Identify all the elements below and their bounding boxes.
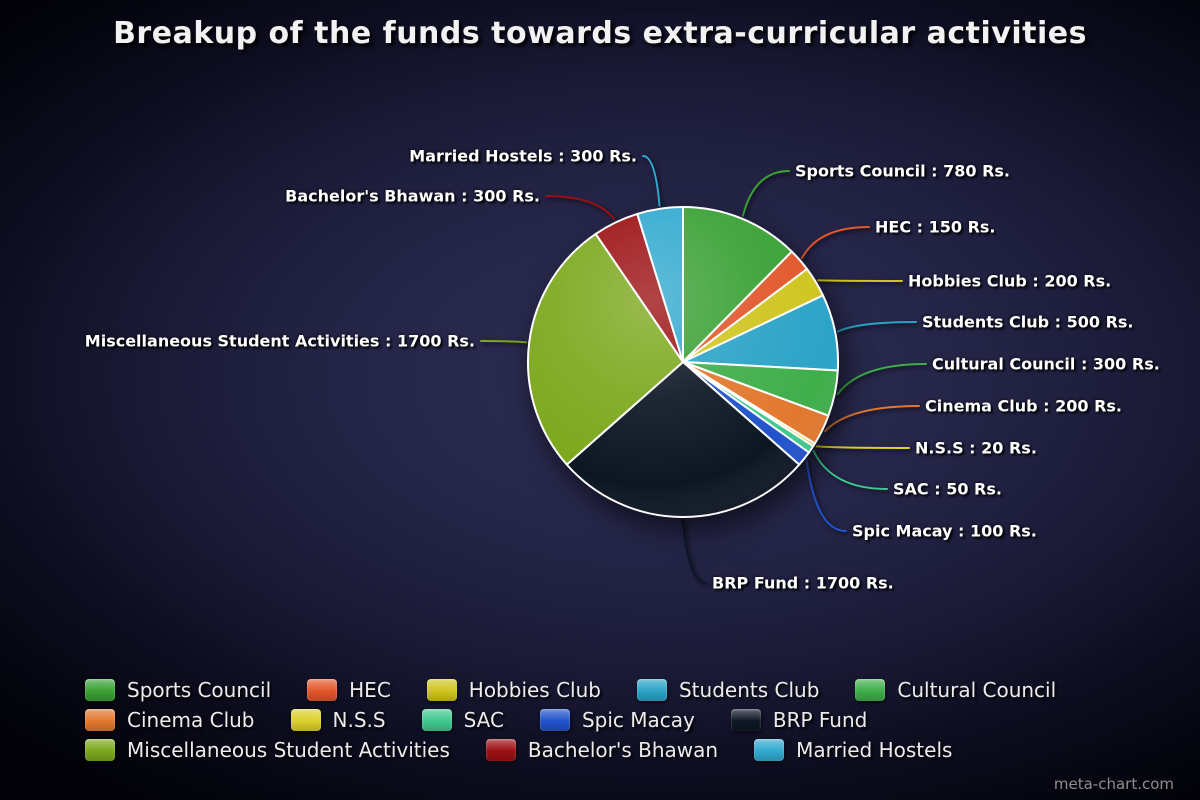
legend-label: Hobbies Club (468, 678, 601, 702)
callout-line-cinema-club (824, 405, 920, 433)
legend-item-married-hostels: Married Hostels (754, 738, 952, 762)
legend-swatch-married-hostels (754, 739, 785, 761)
legend-row: Sports Council HEC Hobbies Club Students Cl… (85, 678, 1092, 702)
pie-slices (526, 206, 840, 519)
legend-label: Cinema Club (127, 708, 255, 732)
legend-swatch-hobbies-club (426, 679, 457, 701)
legend-item-n-s-s: N.S.S (290, 708, 386, 732)
legend-item-cultural-council: Cultural Council (855, 678, 1056, 702)
slice-label-sac: SAC : 50 Rs. (893, 479, 1002, 499)
legend-item-brp-fund: BRP Fund (730, 708, 868, 732)
legend-label: BRP Fund (772, 708, 868, 732)
callout-line-cultural-council (836, 363, 927, 396)
watermark: meta-chart.com (1053, 775, 1174, 793)
legend-swatch-sports-council (85, 679, 115, 701)
legend-swatch-brp-fund (730, 709, 761, 731)
legend-item-sac: SAC (421, 708, 504, 732)
legend-item-hec: HEC (307, 678, 391, 702)
legend: Sports Council HEC Hobbies Club Students Cl… (85, 678, 1092, 768)
legend-item-spic-macay: Spic Macay (539, 708, 695, 732)
slice-label-hobbies-club: Hobbies Club : 200 Rs. (908, 271, 1112, 291)
callout-line-married-hostels (642, 155, 661, 207)
legend-item-hobbies-club: Hobbies Club (426, 678, 601, 702)
legend-label: Students Club (678, 678, 820, 702)
chart-title: Breakup of the funds towards extra-curri… (113, 16, 1087, 51)
legend-swatch-hec (307, 679, 338, 701)
legend-label: Spic Macay (581, 708, 695, 732)
legend-swatch-cinema-club (85, 709, 115, 731)
legend-swatch-spic-macay (539, 709, 570, 731)
legend-label: Cultural Council (897, 678, 1057, 702)
slice-label-hec: HEC : 150 Rs. (875, 217, 996, 237)
legend-item-cinema-club: Cinema Club (85, 708, 255, 732)
callout-line-brp-fund (682, 519, 707, 584)
legend-item-sports-council: Sports Council (85, 678, 271, 702)
legend-swatch-cultural-council (855, 679, 886, 701)
slice-label-students-club: Students Club : 500 Rs. (922, 312, 1134, 332)
callout-line-hec (801, 226, 870, 259)
legend-item-students-club: Students Club (636, 678, 820, 702)
legend-label: HEC (349, 678, 391, 702)
legend-label: Bachelor's Bhawan (527, 738, 719, 762)
slice-label-spic-macay: Spic Macay : 100 Rs. (852, 521, 1037, 541)
legend-row: Cinema Club N.S.S SAC Spic Macay BRP Fund (85, 708, 1092, 732)
legend-label: Sports Council (127, 678, 272, 702)
slice-label-married-hostels: Married Hostels : 300 Rs. (409, 146, 637, 166)
slice-label-cinema-club: Cinema Club : 200 Rs. (925, 396, 1123, 416)
callout-line-miscellaneous-student-activities (480, 340, 528, 344)
legend-item-bachelor-s-bhawan: Bachelor's Bhawan (485, 738, 719, 762)
callout-line-sports-council (741, 170, 790, 217)
slice-label-cultural-council: Cultural Council : 300 Rs. (932, 354, 1160, 374)
legend-row: Miscellaneous Student Activities Bachelor… (85, 738, 1092, 762)
legend-swatch-n-s-s (290, 709, 321, 731)
slice-label-sports-council: Sports Council : 780 Rs. (795, 161, 1010, 181)
callout-line-sac (812, 450, 888, 490)
legend-label: N.S.S (332, 708, 386, 732)
callout-line-n-s-s (815, 445, 910, 449)
callout-line-students-club (837, 321, 917, 333)
slice-label-miscellaneous-student-activities: Miscellaneous Student Activities : 1700 … (84, 331, 475, 351)
callout-line-bachelor-s-bhawan (545, 195, 616, 221)
legend-swatch-bachelor-s-bhawan (485, 739, 516, 761)
legend-label: Married Hostels (796, 738, 953, 762)
legend-item-miscellaneous-student-activities: Miscellaneous Student Activities (85, 738, 450, 762)
legend-label: SAC (463, 708, 504, 732)
slice-label-n-s-s: N.S.S : 20 Rs. (915, 438, 1037, 458)
legend-label: Miscellaneous Student Activities (127, 738, 450, 762)
callout-line-hobbies-club (817, 279, 903, 282)
legend-swatch-students-club (636, 679, 667, 701)
slice-label-bachelor-s-bhawan: Bachelor's Bhawan : 300 Rs. (285, 186, 540, 206)
legend-swatch-sac (421, 709, 452, 731)
legend-swatch-miscellaneous-student-activities (85, 739, 115, 761)
slice-label-brp-fund: BRP Fund : 1700 Rs. (712, 573, 894, 593)
callout-line-spic-macay (805, 459, 847, 532)
